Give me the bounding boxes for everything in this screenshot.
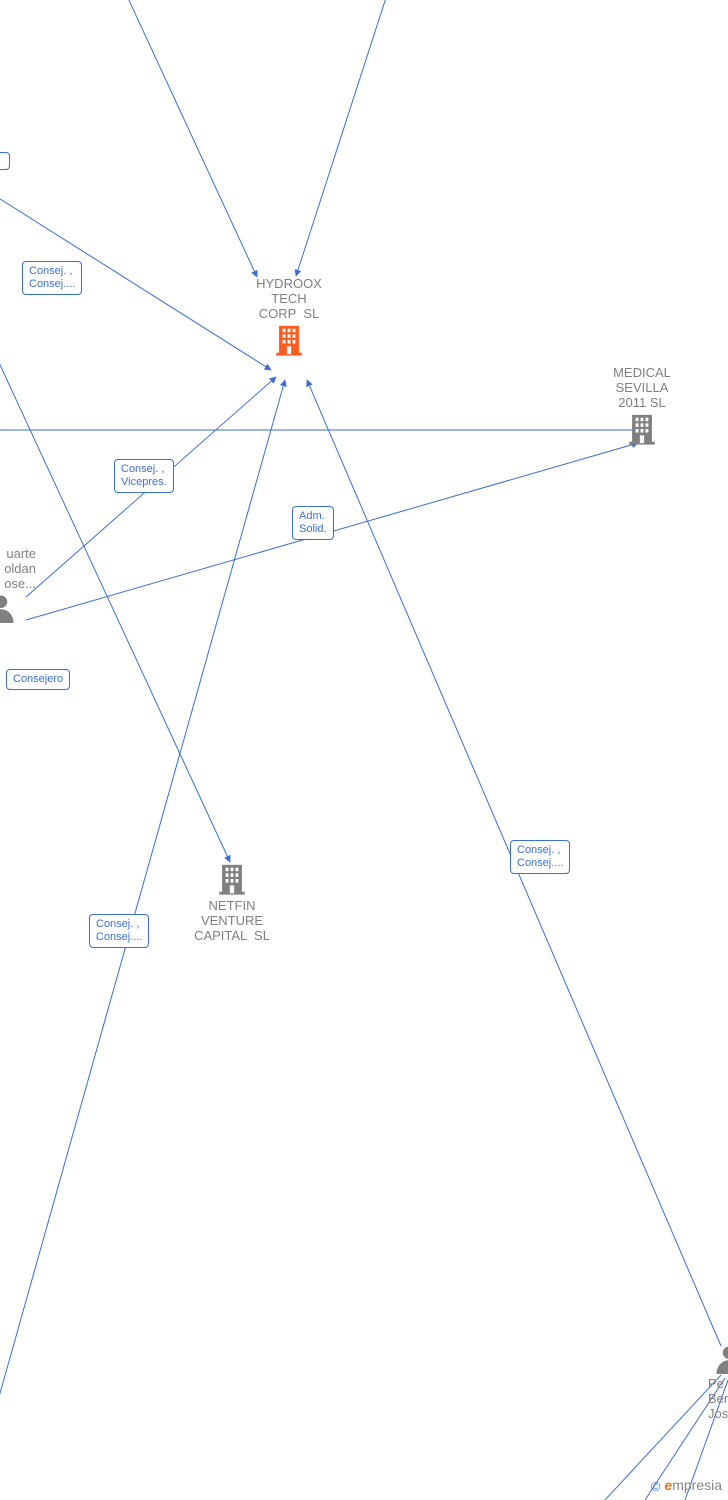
node-netfin-label: NETFIN VENTURE CAPITAL SL: [188, 898, 276, 943]
edge-label: Consej. , Consej....: [89, 914, 149, 948]
node-netfin[interactable]: NETFIN VENTURE CAPITAL SL: [188, 862, 276, 943]
person-icon: [0, 593, 16, 623]
node-hydroox-label: HYDROOX TECH CORP SL: [247, 276, 331, 321]
edge-label: Consej. , Consej....: [22, 261, 82, 295]
node-hydroox[interactable]: HYDROOX TECH CORP SL: [247, 276, 331, 357]
edge-label: Consej. , Vicepres.: [114, 459, 174, 493]
node-medical-label: MEDICAL SEVILLA 2011 SL: [602, 365, 682, 410]
building-icon: [272, 323, 306, 357]
node-perez[interactable]: Pe Ben Jose: [708, 1344, 728, 1421]
node-medical[interactable]: MEDICAL SEVILLA 2011 SL: [602, 365, 682, 446]
edge-label: Adm. Solid.: [292, 506, 334, 540]
offscreen-node-box: [0, 152, 10, 170]
network-diagram-canvas: HYDROOX TECH CORP SL MEDICAL SEVILLA 201…: [0, 0, 728, 1500]
edge-label: Consej. , Consej....: [510, 840, 570, 874]
edges-layer: [0, 0, 728, 1500]
person-icon: [714, 1344, 728, 1374]
watermark: © empresia: [651, 1477, 722, 1494]
copyright-symbol: ©: [651, 1479, 661, 1494]
building-icon: [215, 862, 249, 896]
node-perez-label: Pe Ben Jose: [708, 1376, 728, 1421]
node-duarte[interactable]: uarte oldan ose...: [0, 546, 36, 623]
building-icon: [625, 412, 659, 446]
watermark-brand-rest: mpresia: [672, 1477, 722, 1493]
node-duarte-label: uarte oldan ose...: [0, 546, 36, 591]
edge-label: Consejero: [6, 669, 70, 690]
